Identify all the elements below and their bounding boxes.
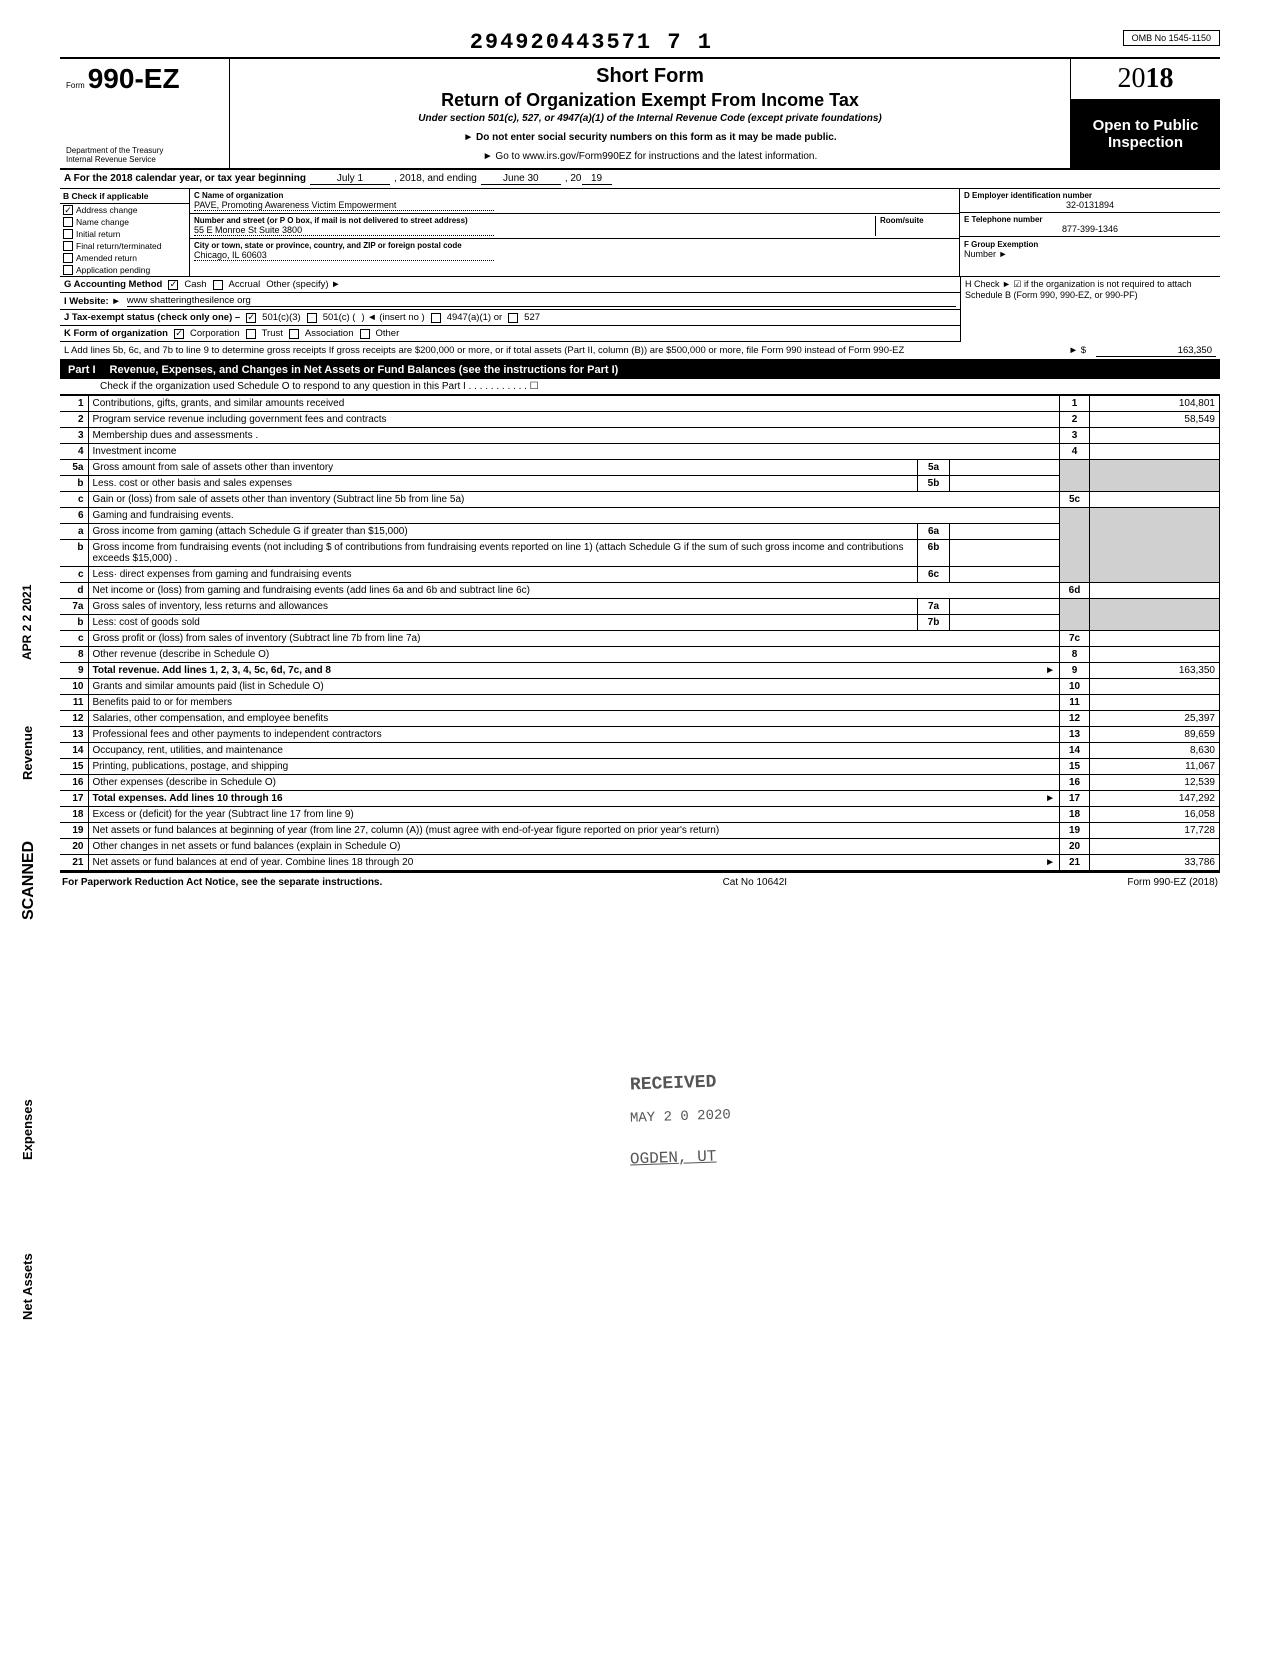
line-a-tax-year: A For the 2018 calendar year, or tax yea… [60, 170, 1220, 189]
form-prefix: Form [66, 81, 85, 90]
line-i-website: I Website: ► www shatteringthesilence or… [60, 293, 960, 310]
return-title: Return of Organization Exempt From Incom… [240, 90, 1060, 111]
line-k-org-form: K Form of organization ✓Corporation Trus… [60, 326, 960, 342]
chk-amended-return[interactable]: Amended return [60, 252, 189, 264]
chk-address-change[interactable]: ✓Address change [60, 204, 189, 216]
phone-field: E Telephone number 877-399-1346 [960, 213, 1220, 237]
line-l-gross-receipts: L Add lines 5b, 6c, and 7b to line 9 to … [60, 342, 1220, 361]
part-i-header: Part I Revenue, Expenses, and Changes in… [60, 361, 1220, 379]
group-exemption-field: F Group Exemption Number ► [960, 237, 1220, 261]
org-address-field: Number and street (or P O box, if mail i… [190, 214, 959, 239]
dept-treasury: Department of the Treasury Internal Reve… [66, 146, 223, 164]
line-j-tax-exempt: J Tax-exempt status (check only one) – ✓… [60, 310, 960, 326]
line-h-schedule-b: H Check ► ☑ if the organization is not r… [960, 277, 1220, 342]
stamp-scanned: SCANNED [20, 841, 38, 920]
instruction-url: ► Go to www.irs.gov/Form990EZ for instru… [240, 151, 1060, 162]
form-header: Form 990-EZ Department of the Treasury I… [60, 57, 1220, 170]
section-label-revenue: Revenue [20, 726, 35, 780]
open-to-public: Open to Public Inspection [1071, 100, 1220, 168]
section-label-netassets: Net Assets [20, 1253, 35, 1320]
stamp-ogden: OGDEN, UT [620, 1143, 727, 1173]
org-name-field: C Name of organization PAVE, Promoting A… [190, 189, 959, 214]
tax-year: 2018 [1071, 59, 1220, 100]
chk-final-return[interactable]: Final return/terminated [60, 240, 189, 252]
omb-number: OMB No 1545-1150 [1123, 30, 1220, 46]
form-number: 990-EZ [88, 63, 180, 94]
section-label-expenses: Expenses [20, 1099, 35, 1160]
under-section: Under section 501(c), 527, or 4947(a)(1)… [240, 113, 1060, 124]
serial-number: 294920443571 7 1 [470, 30, 713, 55]
part-i-subtext: Check if the organization used Schedule … [60, 379, 1220, 395]
chk-name-change[interactable]: Name change [60, 216, 189, 228]
org-city-field: City or town, state or province, country… [190, 239, 959, 263]
stamp-received-date: MAY 2 0 2020 [620, 1103, 742, 1131]
short-form-label: Short Form [240, 65, 1060, 88]
instruction-ssn: ► Do not enter social security numbers o… [240, 132, 1060, 143]
section-b-checkboxes: B Check if applicable ✓Address change Na… [60, 189, 190, 276]
page-footer: For Paperwork Reduction Act Notice, see … [60, 871, 1220, 892]
chk-initial-return[interactable]: Initial return [60, 228, 189, 240]
ein-field: D Employer identification number 32-0131… [960, 189, 1220, 213]
chk-application-pending[interactable]: Application pending [60, 264, 189, 276]
stamp-scan-date: APR 2 2 2021 [20, 585, 34, 660]
part-i-table: 1Contributions, gifts, grants, and simil… [60, 395, 1220, 871]
line-g-accounting: G Accounting Method ✓Cash Accrual Other … [60, 277, 960, 293]
stamp-received: RECEIVED [620, 1068, 727, 1100]
